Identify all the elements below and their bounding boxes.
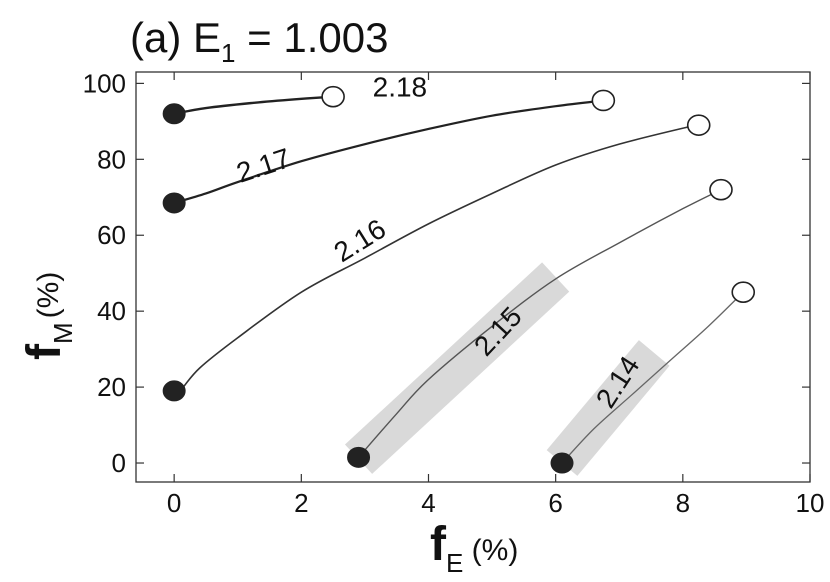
y-tick-label: 80 [97, 144, 126, 174]
x-tick-label: 2 [294, 488, 308, 518]
start-marker-2.16 [162, 380, 186, 402]
start-marker-2.15 [347, 446, 371, 468]
y-tick-label: 60 [97, 220, 126, 250]
start-marker-2.17 [162, 192, 186, 214]
y-axis-unit: (%) [32, 272, 65, 319]
x-axis-symbol: f [430, 518, 447, 571]
end-marker-2.15 [709, 178, 733, 201]
markers [162, 85, 756, 474]
curve-label-2.18: 2.18 [373, 72, 428, 103]
svg-text:fM(%): fM (%) [18, 272, 78, 360]
x-tick-label: 4 [421, 488, 435, 518]
curve-2.17 [173, 99, 604, 205]
title-prefix: (a) E [130, 14, 221, 61]
y-tick-label: 40 [97, 296, 126, 326]
start-marker-2.18 [162, 103, 186, 125]
start-marker-2.14 [550, 452, 574, 474]
y-axis-label: fM (%) [18, 272, 78, 360]
end-marker-2.17 [591, 89, 616, 112]
x-axis-subscript: E [446, 548, 463, 578]
y-axis-subscript: M [48, 322, 78, 344]
highlight-band-2.15 [344, 262, 570, 474]
y-tick-label: 100 [83, 68, 126, 98]
y-axis-symbol: f [18, 343, 71, 360]
highlight-band-2.14 [546, 340, 670, 476]
y-tick-label: 0 [112, 448, 126, 478]
plot-frame [135, 71, 811, 483]
curve-label-2.17: 2.17 [233, 142, 294, 188]
x-axis-unit: (%) [463, 534, 518, 567]
x-tick-label: 0 [167, 488, 181, 518]
curve-2.16 [179, 124, 696, 392]
end-marker-2.18 [321, 85, 345, 108]
x-tick-label: 8 [676, 488, 690, 518]
chart-title: (a) E1 = 1.003 [130, 14, 388, 68]
x-tick-label: 10 [796, 488, 825, 518]
curve-2.14 [561, 291, 744, 464]
x-tick-label: 6 [548, 488, 562, 518]
end-marker-2.16 [686, 114, 711, 136]
title-suffix: = 1.003 [235, 14, 388, 61]
y-tick-label: 20 [97, 372, 126, 402]
curves [173, 95, 744, 464]
end-marker-2.14 [731, 281, 756, 303]
title-subscript: 1 [221, 38, 235, 68]
curve-2.18 [173, 95, 334, 115]
x-axis-label: fE (%) [430, 518, 518, 578]
highlight-bands [344, 262, 670, 476]
curve-2.15 [358, 189, 722, 458]
